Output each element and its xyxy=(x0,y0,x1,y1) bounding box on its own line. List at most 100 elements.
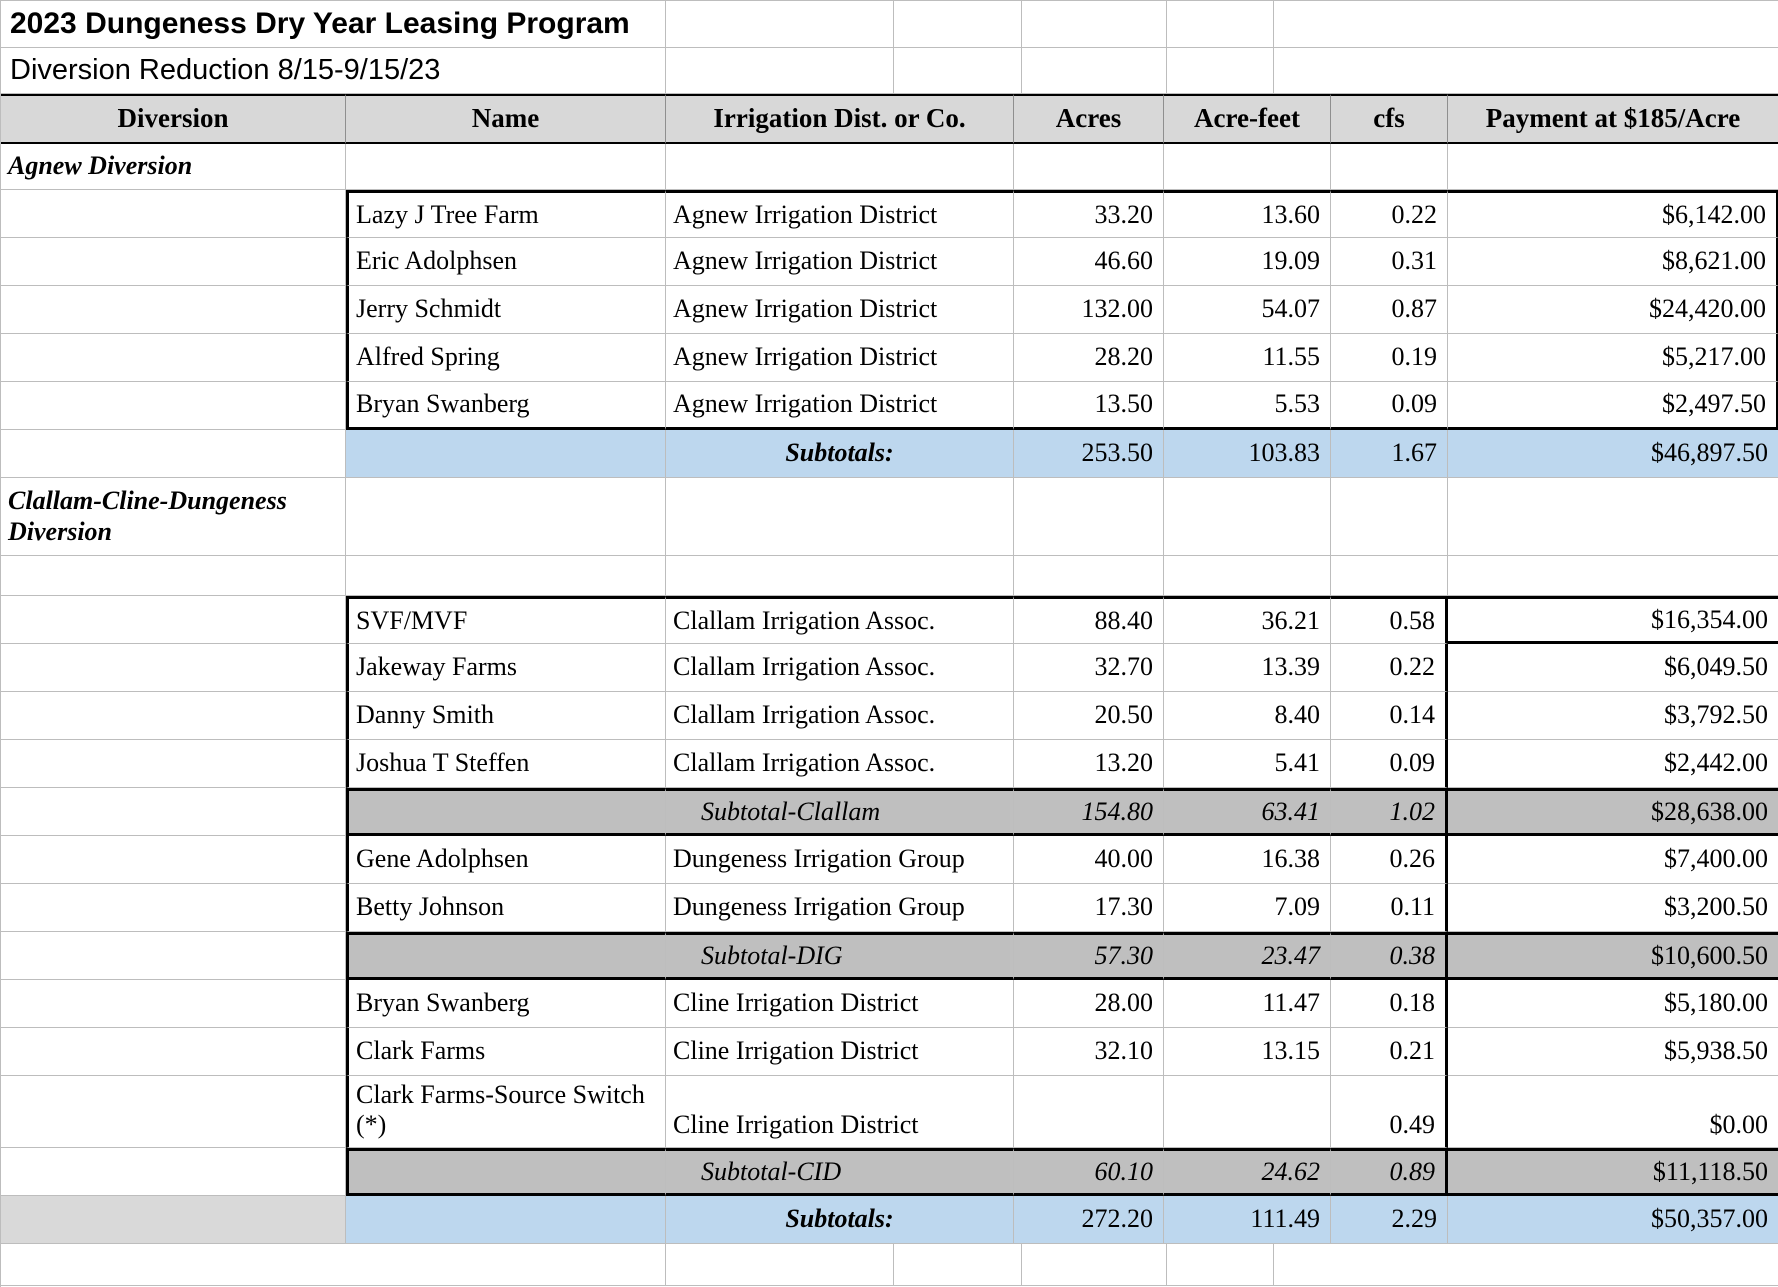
sheet-subtitle[interactable]: Diversion Reduction 8/15-9/15/23 xyxy=(1,48,666,94)
cell-payment[interactable]: $24,420.00 xyxy=(1448,286,1778,334)
cell-cfs[interactable]: 2.29 xyxy=(1331,1196,1448,1244)
cell-name[interactable]: Jakeway Farms xyxy=(346,644,666,692)
cell-cfs[interactable]: 0.38 xyxy=(1331,932,1448,980)
empty-cell[interactable] xyxy=(894,48,1022,94)
cell-acres[interactable]: 32.70 xyxy=(1014,644,1164,692)
empty-cell[interactable] xyxy=(666,1244,894,1286)
cell-payment[interactable]: $3,200.50 xyxy=(1448,884,1778,932)
cell-acre-feet[interactable]: 11.47 xyxy=(1164,980,1331,1028)
cell-diversion[interactable]: Clallam-Cline-Dungeness Diversion xyxy=(1,478,346,556)
cell-cfs[interactable]: 0.09 xyxy=(1331,740,1448,788)
column-header-acres[interactable]: Acres xyxy=(1014,94,1164,144)
column-header-cfs[interactable]: cfs xyxy=(1331,94,1448,144)
cell-acre-feet[interactable]: 7.09 xyxy=(1164,884,1331,932)
cell-district[interactable]: Subtotal-CID xyxy=(666,1148,1014,1196)
cell-cfs[interactable]: 0.26 xyxy=(1331,836,1448,884)
cell-name[interactable] xyxy=(346,144,666,190)
column-header-payment[interactable]: Payment at $185/Acre xyxy=(1448,94,1778,144)
empty-cell[interactable] xyxy=(1167,1244,1274,1286)
cell-acre-feet[interactable]: 5.53 xyxy=(1164,382,1331,430)
cell-acres[interactable]: 20.50 xyxy=(1014,692,1164,740)
empty-cell[interactable] xyxy=(666,48,894,94)
cell-payment[interactable]: $6,142.00 xyxy=(1448,190,1778,238)
cell-name[interactable]: Jerry Schmidt xyxy=(346,286,666,334)
cell-cfs[interactable]: 0.21 xyxy=(1331,1028,1448,1076)
cell-acres[interactable]: 253.50 xyxy=(1014,430,1164,478)
cell-diversion[interactable] xyxy=(1,286,346,334)
cell-cfs[interactable]: 0.19 xyxy=(1331,334,1448,382)
cell-acres[interactable]: 32.10 xyxy=(1014,1028,1164,1076)
empty-cell[interactable] xyxy=(1022,1244,1167,1286)
cell-acres[interactable]: 57.30 xyxy=(1014,932,1164,980)
cell-acres[interactable]: 88.40 xyxy=(1014,596,1164,644)
empty-cell[interactable] xyxy=(1022,48,1167,94)
cell-cfs[interactable]: 0.31 xyxy=(1331,238,1448,286)
cell-district[interactable]: Dungeness Irrigation Group xyxy=(666,884,1014,932)
cell-acres[interactable] xyxy=(1014,1076,1164,1148)
cell-acres[interactable]: 17.30 xyxy=(1014,884,1164,932)
cell-payment[interactable]: $28,638.00 xyxy=(1448,788,1778,836)
cell-name[interactable]: Eric Adolphsen xyxy=(346,238,666,286)
cell-acres[interactable]: 28.20 xyxy=(1014,334,1164,382)
empty-cell[interactable] xyxy=(1167,48,1274,94)
cell-payment[interactable]: $3,792.50 xyxy=(1448,692,1778,740)
cell-cfs[interactable]: 0.49 xyxy=(1331,1076,1448,1148)
cell-district[interactable]: Clallam Irrigation Assoc. xyxy=(666,740,1014,788)
cell-acre-feet[interactable] xyxy=(1164,556,1331,596)
cell-acres[interactable]: 13.50 xyxy=(1014,382,1164,430)
cell-acre-feet[interactable]: 54.07 xyxy=(1164,286,1331,334)
cell-payment[interactable]: $2,442.00 xyxy=(1448,740,1778,788)
cell-name[interactable]: Gene Adolphsen xyxy=(346,836,666,884)
cell-acre-feet[interactable]: 11.55 xyxy=(1164,334,1331,382)
cell-district[interactable]: Subtotal-Clallam xyxy=(666,788,1014,836)
cell-payment[interactable] xyxy=(1448,144,1778,190)
cell-payment[interactable]: $6,049.50 xyxy=(1448,644,1778,692)
cell-acres[interactable] xyxy=(1014,556,1164,596)
cell-payment[interactable] xyxy=(1448,478,1778,556)
cell-payment[interactable]: $10,600.50 xyxy=(1448,932,1778,980)
cell-payment[interactable]: $5,938.50 xyxy=(1448,1028,1778,1076)
cell-name[interactable] xyxy=(346,430,666,478)
cell-diversion[interactable] xyxy=(1,190,346,238)
empty-cell[interactable] xyxy=(894,1244,1022,1286)
cell-name[interactable] xyxy=(346,1196,666,1244)
cell-cfs[interactable] xyxy=(1331,478,1448,556)
cell-diversion[interactable] xyxy=(1,884,346,932)
cell-acre-feet[interactable]: 36.21 xyxy=(1164,596,1331,644)
cell-payment[interactable]: $5,217.00 xyxy=(1448,334,1778,382)
cell-payment[interactable]: $7,400.00 xyxy=(1448,836,1778,884)
cell-acre-feet[interactable]: 13.39 xyxy=(1164,644,1331,692)
cell-payment[interactable]: $8,621.00 xyxy=(1448,238,1778,286)
empty-cell[interactable] xyxy=(1022,1,1167,48)
cell-diversion[interactable] xyxy=(1,644,346,692)
cell-diversion[interactable] xyxy=(1,1196,346,1244)
cell-payment[interactable]: $0.00 xyxy=(1448,1076,1778,1148)
column-header-district[interactable]: Irrigation Dist. or Co. xyxy=(666,94,1014,144)
cell-district[interactable]: Clallam Irrigation Assoc. xyxy=(666,692,1014,740)
cell-acre-feet[interactable]: 23.47 xyxy=(1164,932,1331,980)
cell-district[interactable]: Clallam Irrigation Assoc. xyxy=(666,644,1014,692)
cell-name[interactable] xyxy=(346,932,666,980)
cell-cfs[interactable]: 1.02 xyxy=(1331,788,1448,836)
cell-diversion[interactable] xyxy=(1,334,346,382)
cell-name[interactable]: Clark Farms xyxy=(346,1028,666,1076)
cell-payment[interactable]: $2,497.50 xyxy=(1448,382,1778,430)
cell-acre-feet[interactable] xyxy=(1164,478,1331,556)
cell-name[interactable]: Clark Farms-Source Switch (*) xyxy=(346,1076,666,1148)
cell-diversion[interactable] xyxy=(1,1148,346,1196)
empty-cell[interactable] xyxy=(1274,1244,1778,1286)
cell-district[interactable] xyxy=(666,144,1014,190)
cell-cfs[interactable]: 0.87 xyxy=(1331,286,1448,334)
cell-payment[interactable]: $11,118.50 xyxy=(1448,1148,1778,1196)
cell-district[interactable]: Cline Irrigation District xyxy=(666,980,1014,1028)
cell-cfs[interactable]: 0.14 xyxy=(1331,692,1448,740)
cell-acre-feet[interactable]: 16.38 xyxy=(1164,836,1331,884)
cell-acre-feet[interactable]: 111.49 xyxy=(1164,1196,1331,1244)
cell-acres[interactable]: 13.20 xyxy=(1014,740,1164,788)
cell-diversion[interactable] xyxy=(1,980,346,1028)
cell-name[interactable]: Bryan Swanberg xyxy=(346,382,666,430)
cell-diversion[interactable] xyxy=(1,740,346,788)
empty-cell[interactable] xyxy=(1167,1,1274,48)
cell-cfs[interactable]: 1.67 xyxy=(1331,430,1448,478)
empty-cell[interactable] xyxy=(1274,1,1778,48)
